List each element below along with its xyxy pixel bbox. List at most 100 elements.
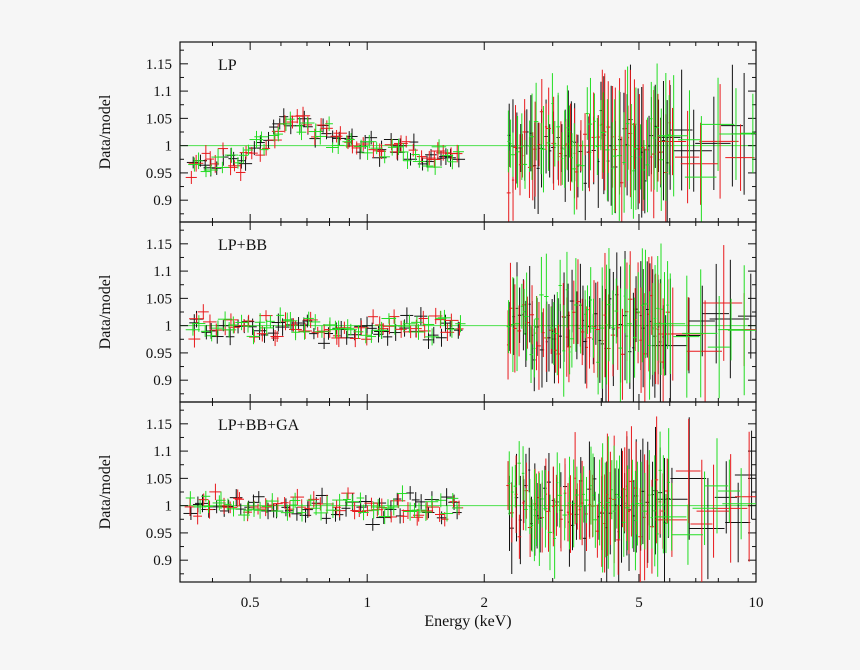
data-point [675, 418, 701, 524]
data-point [621, 450, 624, 528]
data-point [647, 115, 651, 177]
data-point [633, 87, 639, 210]
data-point [588, 77, 593, 171]
data-point [544, 253, 549, 340]
data-point [700, 77, 735, 171]
data-point [646, 460, 649, 568]
data-point [725, 482, 751, 563]
data-point [382, 327, 393, 346]
data-point [286, 115, 299, 129]
data-point [514, 276, 520, 372]
data-point [516, 305, 522, 357]
data-point [211, 148, 225, 166]
data-point [216, 491, 226, 509]
data-point [367, 322, 377, 335]
data-point [523, 288, 526, 335]
data-point [455, 322, 464, 336]
data-point [401, 135, 411, 148]
data-point [642, 472, 647, 550]
data-point [655, 63, 659, 192]
data-point [607, 248, 611, 362]
data-point [343, 492, 351, 507]
data-point [265, 493, 279, 509]
data-point [644, 119, 649, 180]
data-point [547, 494, 553, 571]
data-point [652, 86, 656, 190]
data-point [226, 501, 241, 517]
data-point [599, 100, 602, 151]
data-point [557, 463, 562, 528]
data-point [655, 416, 659, 544]
data-point [350, 501, 359, 520]
data-point [238, 147, 248, 164]
data-point [289, 492, 301, 509]
data-point [592, 280, 596, 373]
y-axis-label: Data/model [97, 454, 114, 529]
data-point [188, 330, 201, 348]
data-point [552, 302, 556, 365]
data-point [291, 324, 300, 341]
data-point [551, 73, 554, 134]
data-point [737, 273, 756, 359]
panel-title: LP [218, 57, 237, 74]
data-point [228, 151, 239, 166]
data-point [539, 256, 544, 333]
data-point [658, 431, 662, 510]
data-point [625, 465, 630, 551]
data-point [403, 152, 412, 169]
data-point [388, 309, 400, 324]
data-point [544, 103, 548, 151]
data-point [217, 311, 233, 327]
data-point [655, 483, 687, 551]
data-point [280, 504, 294, 521]
data-point [333, 126, 347, 141]
data-point [625, 288, 629, 384]
data-point [536, 301, 541, 390]
data-point [192, 315, 206, 332]
data-point [563, 110, 566, 188]
data-point [589, 267, 592, 333]
data-point [709, 259, 749, 379]
data-point [578, 303, 583, 354]
data-point [435, 493, 447, 508]
data-point [574, 432, 577, 525]
data-point [403, 152, 418, 166]
data-point [541, 105, 546, 193]
data-point [255, 148, 266, 162]
data-point [529, 326, 533, 384]
data-point [402, 314, 416, 333]
y-tick-label: 1.15 [146, 57, 172, 73]
data-point [362, 145, 373, 160]
data-point [528, 120, 531, 172]
data-point [451, 144, 463, 163]
data-point [425, 495, 439, 508]
data-point [259, 143, 269, 156]
data-point [658, 75, 688, 197]
data-point [696, 464, 730, 558]
data-point [525, 296, 530, 349]
panel-1: 0.9 0.95 1 1.05 1.1 1.15 Data/model LP [97, 41, 757, 223]
data-point [383, 133, 399, 146]
data-point [606, 436, 610, 569]
data-point [648, 450, 651, 540]
data-point [341, 487, 355, 499]
data-point [566, 85, 569, 171]
y-tick-label: 0.9 [153, 553, 172, 569]
data-point [374, 143, 386, 159]
data-point [416, 150, 427, 163]
data-point [611, 122, 614, 215]
data-point [734, 431, 756, 562]
data-point [600, 267, 605, 389]
data-point [677, 90, 701, 190]
y-tick-label: 1.05 [146, 291, 172, 307]
data-point [591, 453, 595, 537]
data-point [409, 133, 419, 151]
data-point [684, 116, 717, 222]
data-point [634, 470, 637, 571]
data-point [627, 251, 633, 348]
data-point [521, 446, 525, 501]
data-point [262, 141, 271, 156]
data-point [424, 328, 440, 346]
data-point [273, 126, 283, 142]
data-point [653, 265, 657, 372]
